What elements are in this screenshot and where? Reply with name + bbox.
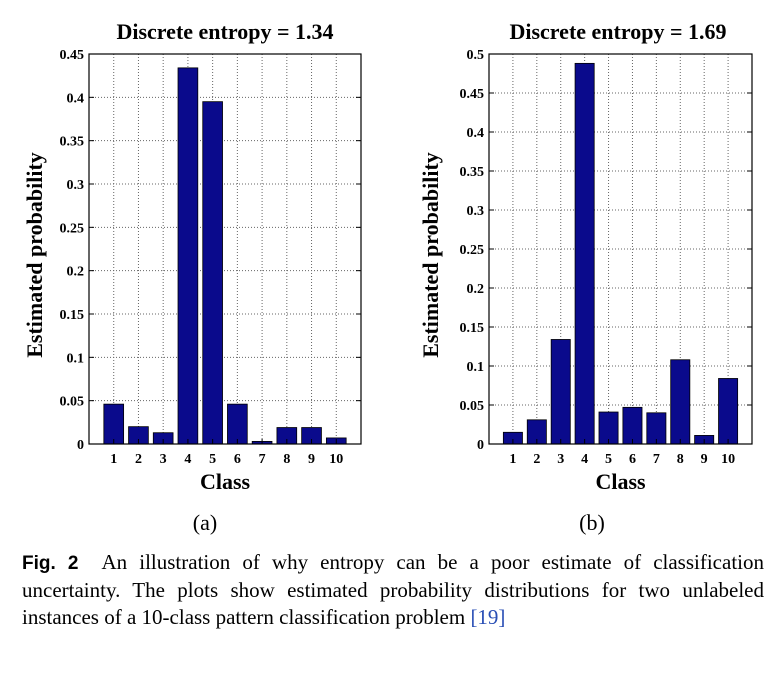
x-tick-label: 8 <box>677 452 684 467</box>
x-tick-label: 1 <box>509 452 516 467</box>
bar-class-4 <box>574 62 595 445</box>
caption-citation-link[interactable]: [19] <box>470 605 506 629</box>
chart-title: Discrete entropy = 1.69 <box>509 19 726 44</box>
x-tick-label: 3 <box>160 452 167 467</box>
caption-text: An illustration of why entropy can be a … <box>22 550 764 629</box>
caption-label: Fig. 2 <box>22 553 79 574</box>
y-tick-label: 0.3 <box>467 204 485 219</box>
x-axis-label: Class <box>200 469 251 494</box>
y-tick-label: 0.05 <box>60 395 85 410</box>
y-tick-label: 0.4 <box>467 126 485 141</box>
y-tick-label: 0.2 <box>67 265 85 280</box>
y-tick-label: 0 <box>77 438 84 453</box>
x-tick-label: 9 <box>701 452 708 467</box>
bar-class-4 <box>177 67 199 445</box>
x-tick-label: 7 <box>259 452 266 467</box>
x-tick-label: 2 <box>135 452 142 467</box>
y-tick-label: 0.2 <box>467 282 485 297</box>
y-tick-label: 0.35 <box>60 135 85 150</box>
y-tick-label: 0 <box>477 438 484 453</box>
y-tick-label: 0.3 <box>67 178 85 193</box>
x-tick-label: 2 <box>533 452 540 467</box>
y-tick-label: 0.5 <box>467 48 485 63</box>
chart-b: 0 0.05 0.1 0.15 0.2 0.25 0.3 0.35 0.4 0.45 0.5 1 2 3 4… <box>418 19 753 535</box>
x-tick-label: 1 <box>110 452 117 467</box>
y-tick-label: 0.1 <box>467 360 485 375</box>
y-tick-label: 0.25 <box>60 221 85 236</box>
x-tick-label: 3 <box>557 452 564 467</box>
x-tick-label: 10 <box>721 452 735 467</box>
y-tick-label: 0.35 <box>460 165 485 180</box>
panel-label: (b) <box>579 510 605 535</box>
x-tick-label: 4 <box>184 452 191 467</box>
x-tick-label: 4 <box>581 452 588 467</box>
x-tick-label: 7 <box>653 452 660 467</box>
bar-class-6 <box>227 403 248 445</box>
x-tick-label: 8 <box>283 452 290 467</box>
figure-caption: Fig. 2 An illustration of why entropy ca… <box>22 549 764 631</box>
bar-class-1 <box>103 403 125 445</box>
panel-label: (a) <box>193 510 217 535</box>
y-tick-label: 0.1 <box>67 351 85 366</box>
y-tick-label: 0.45 <box>60 48 85 63</box>
x-axis-label: Class <box>595 469 646 494</box>
plot-frame <box>88 53 362 445</box>
bar-class-6 <box>622 406 643 445</box>
y-tick-label: 0.45 <box>460 87 485 102</box>
bar-class-5 <box>202 101 223 445</box>
figure: 00.050.10.150.20.250.30.350.40.451 2 3 4 5 6 7… <box>22 19 753 535</box>
bar-class-3 <box>550 339 571 445</box>
y-tick-label: 0.15 <box>60 308 85 323</box>
x-tick-label: 5 <box>605 452 612 467</box>
chart-a: 0 0.05 0.1 0.15 0.2 0.25 0.3 0.35 0.4 0.45 1 2 3 4 5 6 7… <box>22 19 362 535</box>
bar-class-10 <box>718 378 739 445</box>
x-tick-label: 10 <box>329 452 343 467</box>
x-tick-label: 5 <box>209 452 216 467</box>
y-tick-label: 0.15 <box>460 321 485 336</box>
x-tick-label: 9 <box>308 452 315 467</box>
y-axis-label: Estimated probability <box>22 152 47 358</box>
x-tick-label: 6 <box>629 452 636 467</box>
y-tick-label: 0.25 <box>460 243 485 258</box>
y-tick-label: 0.4 <box>67 91 85 106</box>
x-tick-label: 6 <box>234 452 241 467</box>
chart-title: Discrete entropy = 1.34 <box>116 19 333 44</box>
bar-class-8 <box>670 359 691 445</box>
y-axis-label: Estimated probability <box>418 152 443 358</box>
y-tick-label: 0.05 <box>460 399 485 414</box>
